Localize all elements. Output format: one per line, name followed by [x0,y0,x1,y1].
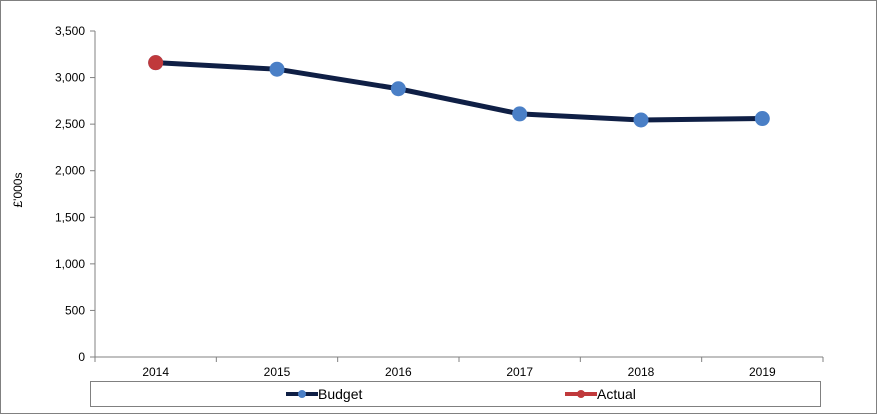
x-tick-label: 2014 [142,365,169,379]
y-tick-label: 3,000 [55,71,85,85]
y-tick-label: 0 [78,350,85,364]
legend-budget-marker [298,390,306,398]
y-tick-label: 500 [65,303,85,317]
legend-item-actual: Actual [565,386,636,402]
legend-item-budget: Budget [286,386,362,402]
legend: Budget Actual [90,381,821,407]
legend-actual-label: Actual [597,386,636,402]
budget-point [754,111,770,127]
y-tick-label: 1,000 [55,257,85,271]
series-layer [148,55,770,128]
y-tick-label: 2,000 [55,164,85,178]
legend-box [90,381,821,407]
x-tick-label: 2017 [506,365,533,379]
budget-point [269,61,285,77]
y-tick-label: 2,500 [55,117,85,131]
x-axis: 2014 2015 2016 2017 2018 2019 [94,356,824,379]
budget-point [390,81,406,97]
budget-line [153,60,765,123]
x-tick-label: 2016 [385,365,412,379]
budget-point [633,112,649,128]
x-tick-label: 2015 [264,365,291,379]
legend-budget-label: Budget [318,386,362,402]
budget-point [512,106,528,122]
y-tick-label: 1,500 [55,210,85,224]
y-tick-label: 3,500 [55,24,85,38]
y-axis-title: £'000s [11,173,25,208]
actual-point [148,55,164,71]
x-tick-label: 2018 [628,365,655,379]
y-axis: 0 500 1,000 1,500 2,000 2,500 3,000 3,500 [55,24,96,364]
x-tick-label: 2019 [749,365,776,379]
legend-actual-marker [577,390,585,398]
